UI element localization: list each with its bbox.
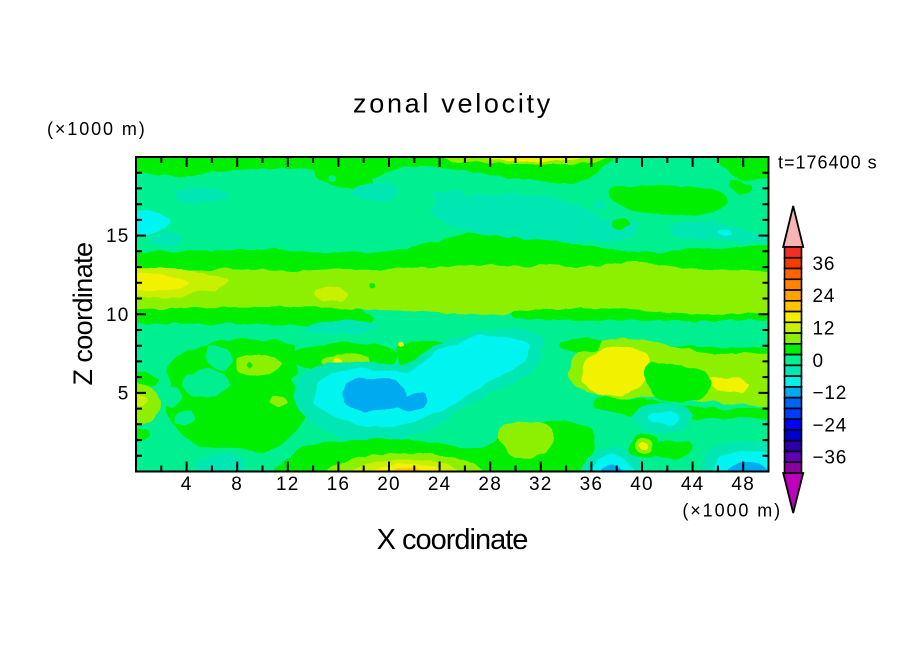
svg-text:X coordinate: X coordinate [377,524,528,556]
svg-text:28: 28 [478,474,502,495]
svg-text:4: 4 [181,474,193,495]
svg-text:12: 12 [813,319,836,340]
svg-text:zonal velocity: zonal velocity [353,89,553,119]
svg-text:−36: −36 [813,448,848,469]
svg-text:44: 44 [681,474,705,495]
svg-text:−12: −12 [813,383,848,404]
svg-text:(×1000 m): (×1000 m) [682,501,782,521]
svg-text:48: 48 [731,474,755,495]
svg-text:(×1000 m): (×1000 m) [47,119,147,139]
svg-text:36: 36 [580,474,604,495]
svg-text:0: 0 [813,351,824,372]
svg-text:8: 8 [231,474,243,495]
svg-text:36: 36 [813,254,836,275]
svg-text:40: 40 [630,474,654,495]
svg-text:16: 16 [327,474,351,495]
svg-text:t=176400 s: t=176400 s [778,153,878,173]
svg-text:15: 15 [106,226,130,247]
svg-text:10: 10 [106,305,130,326]
svg-text:20: 20 [377,474,401,495]
svg-text:24: 24 [428,474,452,495]
svg-text:12: 12 [276,474,300,495]
svg-text:5: 5 [118,383,130,404]
svg-text:24: 24 [813,286,836,307]
svg-text:Z coordinate: Z coordinate [68,243,98,386]
svg-text:32: 32 [529,474,553,495]
svg-text:−24: −24 [813,415,848,436]
